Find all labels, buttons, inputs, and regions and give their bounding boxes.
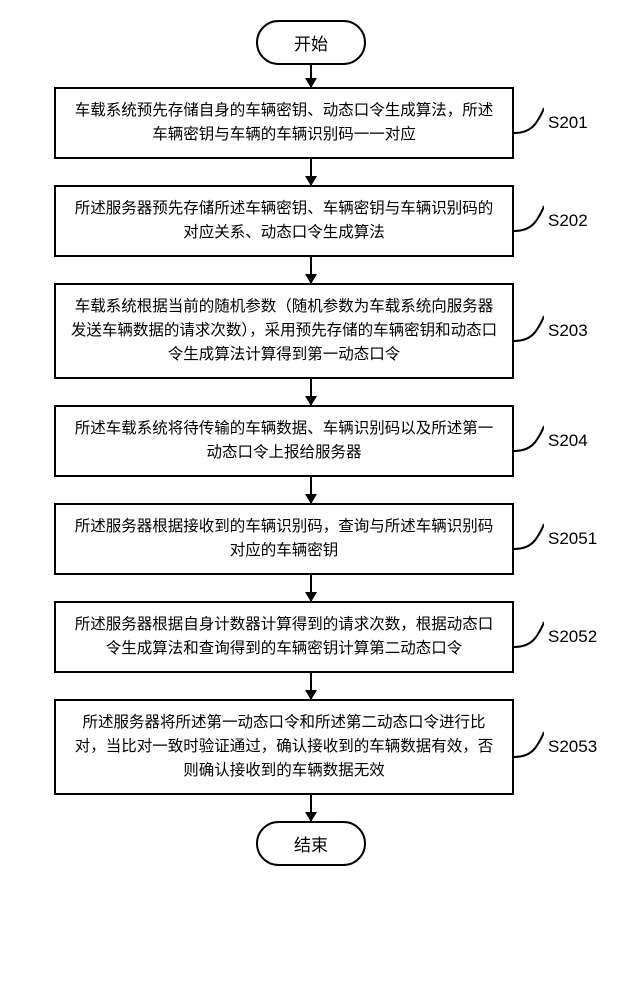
terminal-start: 开始 [256, 20, 366, 65]
step-row: 所述服务器根据自身计数器计算得到的请求次数，根据动态口令生成算法和查询得到的车辆… [10, 601, 612, 673]
step-label: S2052 [548, 627, 597, 647]
step-label: S203 [548, 321, 588, 341]
arrow [310, 65, 312, 87]
process-box: 所述服务器根据接收到的车辆识别码，查询与所述车辆识别码对应的车辆密钥 [54, 503, 514, 575]
process-box: 车载系统根据当前的随机参数（随机参数为车载系统向服务器发送车辆数据的请求次数），… [54, 283, 514, 379]
step-label: S204 [548, 431, 588, 451]
arrow [310, 257, 312, 283]
arrow [310, 159, 312, 185]
step-label: S201 [548, 113, 588, 133]
step-row: 所述服务器将所述第一动态口令和所述第二动态口令进行比对，当比对一致时验证通过，确… [10, 699, 612, 795]
arrow [310, 673, 312, 699]
step-label: S202 [548, 211, 588, 231]
step-row: 车载系统根据当前的随机参数（随机参数为车载系统向服务器发送车辆数据的请求次数），… [10, 283, 612, 379]
arrow [310, 575, 312, 601]
step-row: 车载系统预先存储自身的车辆密钥、动态口令生成算法，所述车辆密钥与车辆的车辆识别码… [10, 87, 612, 159]
step-label: S2053 [548, 737, 597, 757]
process-box: 车载系统预先存储自身的车辆密钥、动态口令生成算法，所述车辆密钥与车辆的车辆识别码… [54, 87, 514, 159]
arrow [310, 379, 312, 405]
step-row: 所述服务器根据接收到的车辆识别码，查询与所述车辆识别码对应的车辆密钥 S2051 [10, 503, 612, 575]
terminal-end: 结束 [256, 821, 366, 866]
process-box: 所述服务器将所述第一动态口令和所述第二动态口令进行比对，当比对一致时验证通过，确… [54, 699, 514, 795]
process-box: 所述服务器根据自身计数器计算得到的请求次数，根据动态口令生成算法和查询得到的车辆… [54, 601, 514, 673]
arrow [310, 795, 312, 821]
process-box: 所述车载系统将待传输的车辆数据、车辆识别码以及所述第一动态口令上报给服务器 [54, 405, 514, 477]
flowchart: 开始 车载系统预先存储自身的车辆密钥、动态口令生成算法，所述车辆密钥与车辆的车辆… [10, 20, 612, 866]
step-row: 所述车载系统将待传输的车辆数据、车辆识别码以及所述第一动态口令上报给服务器 S2… [10, 405, 612, 477]
step-row: 所述服务器预先存储所述车辆密钥、车辆密钥与车辆识别码的对应关系、动态口令生成算法… [10, 185, 612, 257]
process-box: 所述服务器预先存储所述车辆密钥、车辆密钥与车辆识别码的对应关系、动态口令生成算法 [54, 185, 514, 257]
step-label: S2051 [548, 529, 597, 549]
arrow [310, 477, 312, 503]
